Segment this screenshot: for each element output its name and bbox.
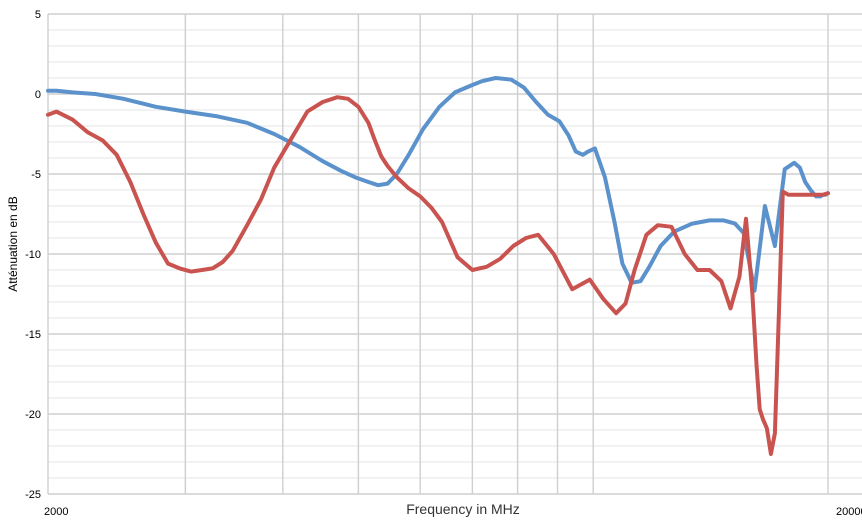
x-tick-labels: 2000 20000 <box>44 506 862 518</box>
series-1-line <box>46 76 830 293</box>
x-tick-label: 20000 <box>836 506 862 518</box>
y-tick-label: -10 <box>25 249 41 261</box>
y-axis-title: Atténuation en dB <box>6 196 20 291</box>
y-tick-label: -15 <box>25 329 41 341</box>
x-axis-title: Frequency in MHz <box>406 501 520 517</box>
y-tick-label: 5 <box>35 9 41 21</box>
grid-lines <box>47 13 862 495</box>
y-tick-labels: 5 0 -5 -10 -15 -20 -25 <box>25 9 41 501</box>
y-tick-label: 0 <box>35 89 41 101</box>
series-2-line <box>46 95 830 456</box>
x-tick-label: 2000 <box>44 506 68 518</box>
y-tick-label: -20 <box>25 409 41 421</box>
y-tick-label: -5 <box>31 169 41 181</box>
series-lines <box>46 76 830 456</box>
y-tick-label: -25 <box>25 489 41 501</box>
